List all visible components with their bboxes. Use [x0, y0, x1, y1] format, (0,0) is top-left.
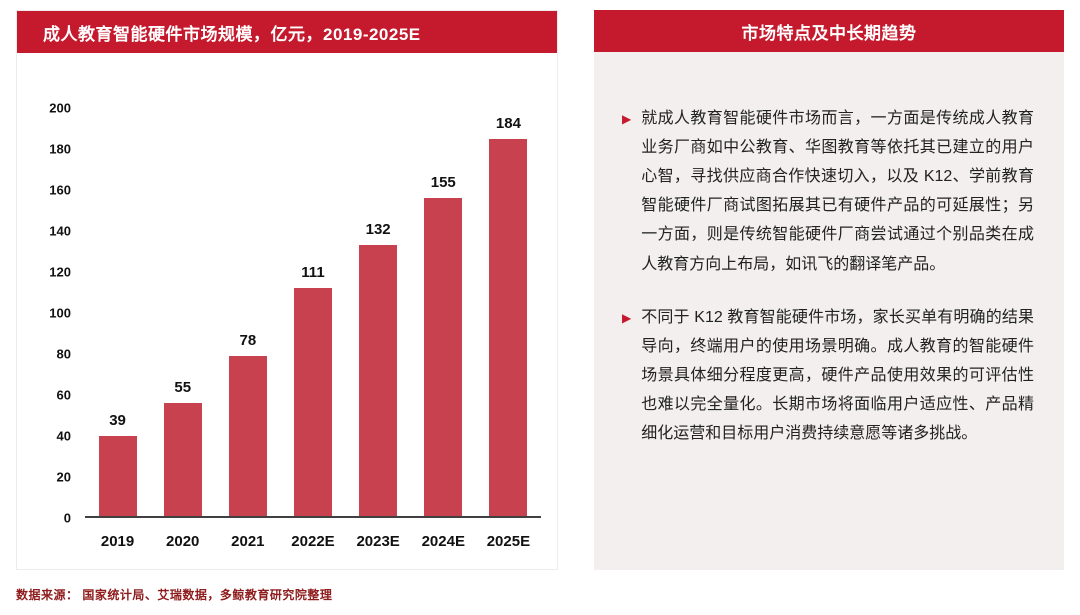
y-axis-tick-label: 180	[49, 141, 71, 157]
data-source: 数据来源： 国家统计局、艾瑞数据，多鲸教育研究院整理	[16, 588, 333, 602]
chart-panel: 成人教育智能硬件市场规模，亿元，2019-2025E 0 20 40 60 80 100 1…	[16, 10, 558, 570]
y-axis-tick-label: 160	[49, 182, 71, 198]
slide: 成人教育智能硬件市场规模，亿元，2019-2025E 0 20 40 60 80 100 1…	[16, 10, 1064, 570]
x-axis-label: 2024E	[421, 533, 465, 550]
y-axis-tick-label: 20	[56, 469, 71, 485]
plot-area: 39 2019 55 2020 78 2021 111 2022E 132 2023E 155 202…	[85, 108, 541, 550]
bar-group: 155 2024E	[422, 174, 465, 550]
x-axis-label: 2022E	[291, 533, 335, 550]
triangle-bullet-icon: ▶	[622, 310, 632, 325]
y-axis-tick-label: 120	[49, 264, 71, 280]
y-axis-tick-label: 60	[56, 387, 71, 403]
bar-value-label: 184	[495, 114, 521, 132]
bar	[228, 356, 267, 516]
bar-value-label: 55	[174, 379, 192, 397]
bar-group: 184 2025E	[487, 114, 530, 550]
bar-value-label: 132	[365, 221, 391, 239]
bar-group: 55 2020	[163, 379, 202, 550]
bar	[98, 436, 137, 516]
x-axis-label: 2020	[166, 533, 200, 550]
chart-panel-header: 成人教育智能硬件市场规模，亿元，2019-2025E	[17, 11, 557, 53]
bullet-text: 就成人教育智能硬件市场而言，一方面是传统成人教育业务厂商如中公教育、华图教育等依…	[641, 110, 1034, 273]
bar-value-label: 78	[239, 332, 257, 350]
bar-group: 132 2023E	[356, 221, 399, 550]
bar-group: 39 2019	[98, 412, 137, 550]
info-title: 市场特点及中长期趋势	[741, 23, 917, 43]
bar-group: 111 2022E	[291, 264, 334, 550]
x-axis-label: 2025E	[486, 533, 531, 550]
y-axis-tick-label: 0	[63, 510, 71, 526]
info-body: ▶ 就成人教育智能硬件市场而言，一方面是传统成人教育业务厂商如中公教育、华图教育…	[594, 52, 1064, 570]
bar	[293, 288, 332, 516]
bar	[163, 403, 202, 516]
info-panel: 市场特点及中长期趋势 ▶ 就成人教育智能硬件市场而言，一方面是传统成人教育业务厂…	[594, 10, 1064, 570]
bullet-item: ▶ 就成人教育智能硬件市场而言，一方面是传统成人教育业务厂商如中公教育、华图教育…	[622, 104, 1034, 279]
bar-value-label: 155	[430, 174, 456, 192]
x-axis-label: 2019	[100, 533, 135, 550]
bar-chart: 0 20 40 60 80 100 120 140 160 180 200 39 2019 55 2020…	[17, 53, 557, 550]
bar	[359, 245, 398, 516]
bar	[489, 138, 528, 516]
bar	[424, 198, 463, 516]
info-panel-header: 市场特点及中长期趋势	[594, 10, 1064, 52]
bullet-text: 不同于 K12 教育智能硬件市场，家长买单有明确的结果导向，终端用户的使用场景明…	[641, 308, 1034, 443]
y-axis: 0 20 40 60 80 100 120 140 160 180 200	[35, 102, 85, 525]
x-axis-label: 2021	[231, 533, 265, 550]
y-axis-tick-label: 40	[56, 428, 71, 444]
bar-value-label: 111	[301, 264, 325, 282]
y-axis-tick-label: 80	[56, 346, 71, 362]
y-axis-tick-label: 100	[49, 305, 71, 321]
bar-value-label: 39	[109, 412, 126, 430]
bar-group: 78 2021	[228, 332, 267, 550]
x-axis-label: 2023E	[356, 533, 400, 550]
triangle-bullet-icon: ▶	[622, 112, 632, 126]
bullet-item: ▶ 不同于 K12 教育智能硬件市场，家长买单有明确的结果导向，终端用户的使用场…	[622, 303, 1034, 449]
chart-title: 成人教育智能硬件市场规模，亿元，2019-2025E	[43, 24, 421, 44]
y-axis-tick-label: 140	[49, 223, 71, 239]
y-axis-tick-label: 200	[49, 100, 71, 116]
